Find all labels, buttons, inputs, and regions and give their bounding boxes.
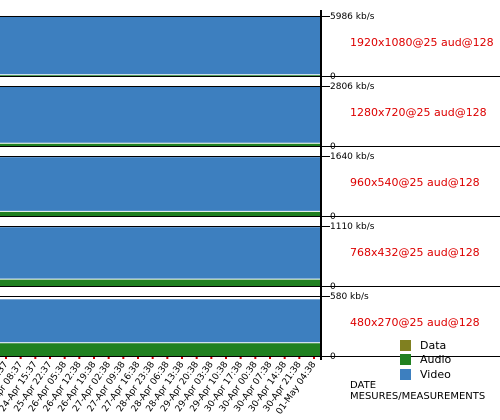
panel-max-label-4: 580 kb/s: [330, 292, 369, 302]
date-tick-8: [122, 357, 125, 359]
area-audio-4: [0, 342, 320, 356]
date-tick-14: [210, 357, 213, 359]
date-tick-19: [283, 357, 286, 359]
date-tick-4: [63, 357, 66, 359]
legend-label-audio: Audio: [420, 353, 452, 366]
panel-zero-label-4: 0: [330, 352, 336, 362]
panel-zero-label-1: 0: [330, 142, 336, 152]
date-tick-16: [239, 357, 242, 359]
rendition-label-0: 1920x1080@25 aud@128: [350, 36, 494, 49]
date-tick-5: [78, 357, 81, 359]
panel-3: 1110 kb/s 0 768x432@25 aud@128: [0, 220, 500, 292]
area-audio-3: [0, 279, 320, 286]
panel-2: 1640 kb/s 0 960x540@25 aud@128: [0, 150, 500, 222]
date-tick-7: [107, 357, 110, 359]
area-audio-1: [0, 143, 320, 146]
panel-max-label-1: 2806 kb/s: [330, 82, 375, 92]
date-tick-9: [137, 357, 139, 359]
date-tick-20: [298, 357, 301, 359]
area-video-4: [0, 299, 320, 343]
legend-swatch-data: [400, 340, 411, 351]
date-tick-21: [313, 357, 315, 359]
rendition-label-2: 960x540@25 aud@128: [350, 176, 480, 189]
rendition-label-3: 768x432@25 aud@128: [350, 246, 480, 259]
legend-label-video: Video: [420, 368, 451, 381]
panel-0: 5986 kb/s 0 1920x1080@25 aud@128: [0, 10, 500, 82]
panel-zero-label-3: 0: [330, 282, 336, 292]
date-tick-0: [5, 357, 7, 359]
date-tick-11: [166, 357, 169, 359]
panel-max-label-0: 5986 kb/s: [330, 12, 375, 22]
date-tick-13: [195, 357, 198, 359]
rendition-label-4: 480x270@25 aud@128: [350, 316, 480, 329]
x-axis-title-line2: MESURES/MEASUREMENTS: [350, 391, 485, 402]
legend-swatch-video: [400, 369, 411, 380]
panel-4: 580 kb/s 0 480x270@25 aud@128: [0, 290, 500, 362]
date-tick-15: [225, 357, 227, 359]
date-tick-2: [34, 357, 37, 359]
panel-max-label-2: 1640 kb/s: [330, 152, 375, 162]
legend-label-data: Data: [420, 339, 446, 352]
date-tick-3: [49, 357, 51, 359]
date-tick-6: [93, 357, 95, 359]
panel-1: 2806 kb/s 0 1280x720@25 aud@128: [0, 80, 500, 152]
date-tick-17: [254, 357, 257, 359]
panel-max-label-3: 1110 kb/s: [330, 222, 375, 232]
area-audio-2: [0, 211, 320, 216]
panel-zero-label-2: 0: [330, 212, 336, 222]
panel-zero-label-0: 0: [330, 72, 336, 82]
legend-swatch-audio: [400, 354, 411, 365]
date-tick-18: [269, 357, 271, 359]
x-axis-title-line1: DATE: [350, 380, 376, 391]
date-tick-1: [19, 357, 22, 359]
date-tick-12: [181, 357, 183, 359]
area-audio-0: [0, 74, 320, 76]
legend: Data Audio Video: [400, 339, 452, 381]
area-video-0: [0, 15, 320, 75]
area-video-1: [0, 86, 320, 144]
rendition-label-1: 1280x720@25 aud@128: [350, 106, 487, 119]
area-video-3: [0, 227, 320, 280]
area-video-2: [0, 157, 320, 212]
date-tick-10: [151, 357, 154, 359]
